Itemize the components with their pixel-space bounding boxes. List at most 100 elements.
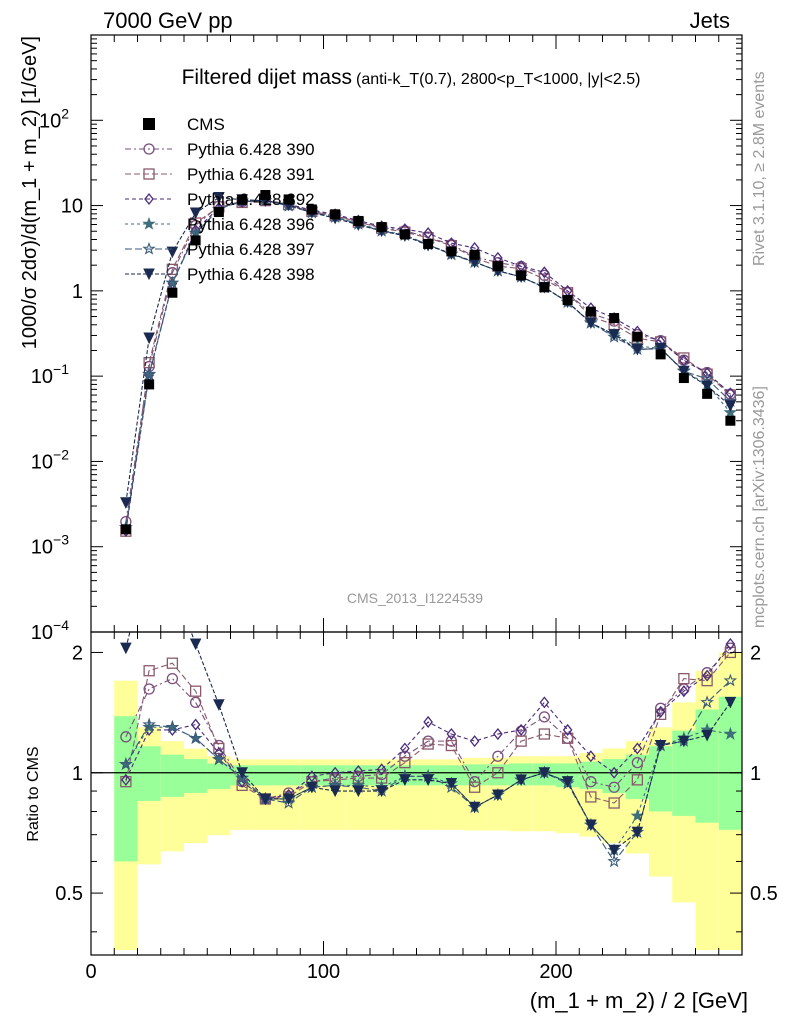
ratio-point: [539, 696, 550, 709]
ratio-band-inner: [114, 716, 138, 862]
ratio-band-inner: [695, 709, 719, 823]
ratio-band-inner: [207, 763, 231, 790]
ratio-point: [654, 702, 667, 714]
ratio-point: [561, 776, 574, 788]
ratio-point: [190, 718, 201, 731]
cms-point: [423, 238, 434, 249]
cms-point: [353, 215, 364, 226]
ratio-point: [608, 844, 620, 857]
cms-point: [376, 222, 387, 233]
ratio-point: [538, 728, 551, 740]
ratio-band-inner: [300, 765, 324, 786]
ratio-point: [538, 711, 551, 723]
side-label-top: Rivet 3.1.10, ≥ 2.8M events: [751, 71, 768, 266]
cms-point: [190, 235, 201, 246]
ratio-point: [399, 774, 411, 786]
ratio-band-inner: [579, 761, 603, 790]
ratio-tick-label: 0.5: [55, 883, 83, 905]
legend-marker-cms: [143, 118, 155, 130]
y-tick-label: 10−4: [31, 617, 69, 644]
ratio-point: [236, 767, 248, 779]
ratio-point: [120, 642, 132, 655]
ratio-band-inner: [439, 765, 463, 786]
ratio-point: [654, 740, 667, 752]
ratio-point: [330, 766, 340, 779]
cms-point: [399, 229, 410, 240]
cms-point: [562, 295, 573, 306]
legend-marker: [142, 216, 156, 230]
legend-marker: [143, 268, 155, 281]
ratio-point: [422, 738, 434, 750]
ratio-point: [468, 781, 481, 793]
series-point: [166, 246, 179, 259]
ratio-point: [144, 550, 154, 560]
ratio-point: [515, 735, 527, 747]
cms-point: [306, 204, 317, 215]
series-point: [725, 387, 736, 400]
legend-label: Pythia 6.428 390: [187, 140, 315, 159]
ratio-point: [399, 750, 411, 762]
series-point: [724, 389, 737, 401]
ratio-point: [632, 742, 643, 755]
ratio-point: [329, 785, 341, 798]
ratio-panel: 0.5 0.5 1 1 2 2 Ratio to CMS: [25, 550, 778, 956]
series-point: [165, 275, 180, 289]
ratio-tick-label: 2: [750, 642, 761, 664]
ratio-point: [701, 667, 713, 679]
ratio-point: [446, 727, 457, 741]
cms-point: [516, 270, 527, 281]
cms-point: [725, 415, 736, 426]
series-point: [539, 266, 550, 279]
ratio-tick-label: 2: [72, 642, 83, 664]
cms-point: [120, 524, 131, 535]
ratio-band-inner: [277, 765, 301, 786]
ratio-point: [212, 752, 226, 766]
legend-marker: [142, 241, 156, 255]
ratio-point: [516, 723, 526, 736]
ratio-point: [468, 801, 481, 814]
series-point: [188, 225, 203, 239]
ratio-tick-label: 0.5: [750, 883, 778, 905]
ratio-point: [679, 685, 689, 698]
series-point: [723, 405, 738, 419]
ratio-series-line: [125, 652, 731, 804]
main-panel: 10−4 10−3 10−2 10−1 1 10 102 Filtered dijet ma…: [19, 34, 743, 644]
cms-point: [585, 306, 596, 317]
ratio-band-inner: [649, 746, 673, 812]
cms-point: [469, 249, 480, 260]
ratio-point: [492, 750, 504, 762]
series-point: [213, 192, 225, 204]
series-point: [608, 329, 620, 341]
legend-label: Pythia 6.428 392: [187, 190, 315, 209]
ratio-point: [585, 819, 597, 832]
cms-point: [539, 282, 550, 293]
y-tick-label: 10−1: [31, 361, 69, 388]
y-tick-label: 1: [72, 281, 83, 303]
ratio-point: [376, 763, 387, 776]
y-tick-exponent: −4: [53, 617, 69, 633]
chart-subtitle: (anti-k_T(0.7), 2800<p_T<1000, |y|<2.5): [356, 71, 640, 88]
ratio-point: [609, 766, 619, 779]
y-tick-exponent: 2: [61, 105, 69, 121]
ratio-point: [143, 683, 155, 695]
ratio-point: [493, 727, 503, 741]
ratio-point: [142, 717, 156, 731]
cms-point: [330, 209, 341, 220]
ratio-point: [654, 708, 667, 721]
cms-point: [655, 349, 666, 360]
ratio-point: [723, 673, 738, 687]
legend-label: Pythia 6.428 396: [187, 215, 315, 234]
ratio-point: [306, 781, 318, 794]
ratio-series-line: [125, 647, 731, 800]
cms-point: [609, 313, 620, 324]
legend-label: CMS: [187, 115, 225, 134]
cms-point: [144, 379, 155, 390]
ratio-point: [423, 715, 433, 729]
ratio-point: [143, 665, 155, 677]
ratio-point: [515, 774, 527, 786]
ratio-point: [724, 696, 737, 709]
series-point: [120, 497, 132, 509]
ratio-tick-label: 1: [72, 763, 83, 785]
ratio-point: [375, 785, 388, 798]
